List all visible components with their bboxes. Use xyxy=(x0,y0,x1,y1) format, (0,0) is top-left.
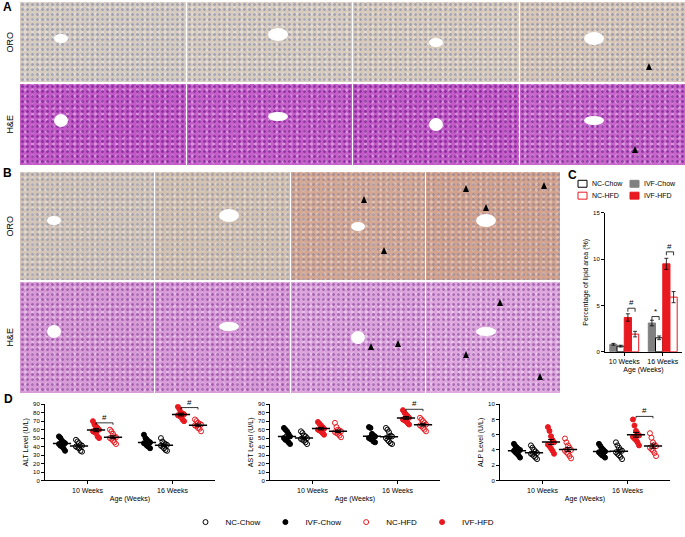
svg-text:#: # xyxy=(629,298,634,307)
svg-text:Age (Weeks): Age (Weeks) xyxy=(565,495,605,503)
svg-text:60: 60 xyxy=(258,427,265,433)
svg-text:*: * xyxy=(654,307,657,316)
svg-text:#: # xyxy=(412,399,417,408)
svg-text:Age (Weeks): Age (Weeks) xyxy=(110,495,150,503)
svg-text:2: 2 xyxy=(491,462,495,468)
html-text:B: B xyxy=(3,166,12,180)
svg-text:16 Weeks: 16 Weeks xyxy=(647,358,678,365)
html-text:A: A xyxy=(3,0,12,14)
svg-text:AST Level (U/L): AST Level (U/L) xyxy=(247,418,255,468)
svg-text:10 Weeks: 10 Weeks xyxy=(72,487,103,494)
svg-text:0: 0 xyxy=(261,478,265,484)
svg-text:30: 30 xyxy=(33,452,40,458)
svg-text:#: # xyxy=(667,242,672,251)
svg-text:0: 0 xyxy=(596,349,600,355)
svg-text:90: 90 xyxy=(33,401,40,407)
svg-text:#: # xyxy=(642,406,647,415)
svg-text:60: 60 xyxy=(33,427,40,433)
svg-text:NC-Chow: NC-Chow xyxy=(592,180,623,187)
svg-text:70: 70 xyxy=(33,418,40,424)
svg-text:50: 50 xyxy=(258,435,265,441)
svg-text:ALT Level (U/L): ALT Level (U/L) xyxy=(22,418,30,466)
svg-text:8: 8 xyxy=(491,417,495,423)
svg-text:10 Weeks: 10 Weeks xyxy=(527,487,558,494)
svg-text:40: 40 xyxy=(258,444,265,450)
svg-text:10: 10 xyxy=(488,401,495,407)
svg-text:D: D xyxy=(4,392,13,406)
svg-text:50: 50 xyxy=(33,435,40,441)
svg-text:#: # xyxy=(102,413,107,422)
svg-text:10: 10 xyxy=(593,256,600,262)
svg-text:16 Weeks: 16 Weeks xyxy=(612,487,643,494)
svg-text:NC-HFD: NC-HFD xyxy=(386,518,417,527)
html-text:ORO: ORO xyxy=(5,31,15,53)
svg-text:20: 20 xyxy=(258,461,265,467)
svg-text:6: 6 xyxy=(491,432,495,438)
svg-text:ALP Level (U/L): ALP Level (U/L) xyxy=(477,418,485,467)
html-text:H&E: H&E xyxy=(5,328,15,347)
svg-text:5: 5 xyxy=(596,303,600,309)
svg-text:C: C xyxy=(568,168,577,182)
svg-text:40: 40 xyxy=(33,444,40,450)
svg-text:10: 10 xyxy=(33,469,40,475)
svg-text:IVF-HFD: IVF-HFD xyxy=(644,192,672,199)
svg-text:0: 0 xyxy=(491,478,495,484)
svg-text:4: 4 xyxy=(491,447,495,453)
svg-text:Age (Weeks): Age (Weeks) xyxy=(623,366,663,374)
svg-text:10 Weeks: 10 Weeks xyxy=(297,487,328,494)
svg-text:0: 0 xyxy=(36,478,40,484)
svg-text:16 Weeks: 16 Weeks xyxy=(382,487,413,494)
svg-text:#: # xyxy=(187,398,192,407)
svg-text:Age (Weeks): Age (Weeks) xyxy=(335,495,375,503)
html-text:H&E: H&E xyxy=(5,115,15,134)
svg-text:Percentage of lipid area (%): Percentage of lipid area (%) xyxy=(582,239,590,326)
svg-text:10: 10 xyxy=(258,469,265,475)
svg-text:10 Weeks: 10 Weeks xyxy=(609,358,640,365)
svg-text:90: 90 xyxy=(258,401,265,407)
html-text:ORO: ORO xyxy=(5,215,15,237)
svg-text:NC-Chow: NC-Chow xyxy=(226,518,261,527)
svg-text:NC-HFD: NC-HFD xyxy=(592,192,619,199)
svg-text:30: 30 xyxy=(258,452,265,458)
svg-text:IVF-HFD: IVF-HFD xyxy=(462,518,494,527)
svg-text:15: 15 xyxy=(593,210,600,216)
svg-text:16 Weeks: 16 Weeks xyxy=(157,487,188,494)
svg-text:80: 80 xyxy=(258,410,265,416)
svg-text:80: 80 xyxy=(33,410,40,416)
svg-text:70: 70 xyxy=(258,418,265,424)
svg-text:IVF-Chow: IVF-Chow xyxy=(305,518,341,527)
svg-text:20: 20 xyxy=(33,461,40,467)
svg-text:IVF-Chow: IVF-Chow xyxy=(644,180,676,187)
